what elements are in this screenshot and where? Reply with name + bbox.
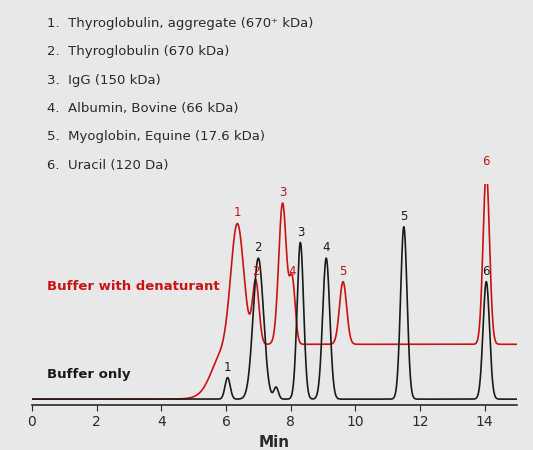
Text: 6: 6 [482, 265, 490, 278]
Text: 3: 3 [297, 225, 304, 238]
Text: 3: 3 [279, 186, 286, 199]
Text: 4: 4 [322, 241, 330, 254]
Text: 1: 1 [233, 206, 241, 219]
Text: 3.  IgG (150 kDa): 3. IgG (150 kDa) [46, 74, 160, 87]
Text: 5: 5 [340, 265, 347, 278]
Text: Buffer with denaturant: Buffer with denaturant [46, 280, 219, 293]
X-axis label: Min: Min [259, 435, 290, 450]
Text: 6: 6 [482, 155, 490, 168]
Text: 2: 2 [252, 265, 260, 278]
Text: 6.  Uracil (120 Da): 6. Uracil (120 Da) [46, 159, 168, 172]
Text: 4.  Albumin, Bovine (66 kDa): 4. Albumin, Bovine (66 kDa) [46, 102, 238, 115]
Text: 1.  Thyroglobulin, aggregate (670⁺ kDa): 1. Thyroglobulin, aggregate (670⁺ kDa) [46, 17, 313, 30]
Text: 5: 5 [400, 210, 408, 223]
Text: 2.  Thyroglobulin (670 kDa): 2. Thyroglobulin (670 kDa) [46, 45, 229, 58]
Text: 4: 4 [288, 265, 296, 278]
Text: 1: 1 [224, 360, 231, 374]
Text: 2: 2 [255, 241, 262, 254]
Text: Buffer only: Buffer only [46, 369, 130, 382]
Text: 5.  Myoglobin, Equine (17.6 kDa): 5. Myoglobin, Equine (17.6 kDa) [46, 130, 264, 144]
